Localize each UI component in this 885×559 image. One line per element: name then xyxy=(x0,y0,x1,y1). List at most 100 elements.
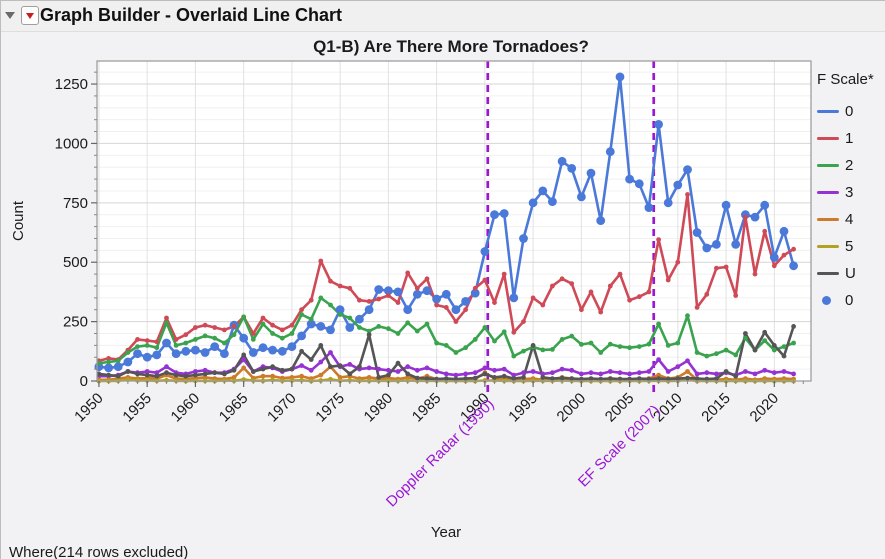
series-marker-U[interactable] xyxy=(636,376,642,381)
series-marker-U[interactable] xyxy=(414,375,420,381)
series-marker-0[interactable] xyxy=(451,305,461,315)
series-marker-3[interactable] xyxy=(241,357,247,362)
series-marker-U[interactable] xyxy=(559,375,565,381)
series-marker-1[interactable] xyxy=(328,278,333,284)
series-marker-1[interactable] xyxy=(694,305,700,310)
series-marker-U[interactable] xyxy=(357,364,362,370)
series-marker-U[interactable] xyxy=(501,373,507,379)
series-marker-0[interactable] xyxy=(528,198,538,208)
series-marker-2[interactable] xyxy=(443,343,449,348)
series-marker-3[interactable] xyxy=(299,363,304,368)
series-marker-0[interactable] xyxy=(364,305,374,315)
series-marker-2[interactable] xyxy=(733,352,739,358)
collapse-triangle-icon[interactable] xyxy=(5,12,15,19)
series-marker-3[interactable] xyxy=(530,369,536,374)
series-marker-0[interactable] xyxy=(605,147,615,157)
series-marker-3[interactable] xyxy=(685,358,690,364)
series-marker-2[interactable] xyxy=(299,312,304,317)
series-marker-U[interactable] xyxy=(125,369,131,374)
series-marker-U[interactable] xyxy=(627,376,632,382)
series-marker-1[interactable] xyxy=(270,322,275,328)
series-marker-4[interactable] xyxy=(366,375,372,380)
series-marker-0[interactable] xyxy=(133,349,142,359)
series-marker-U[interactable] xyxy=(656,376,661,381)
x-tick-label[interactable]: 1975 xyxy=(312,390,348,426)
series-marker-0[interactable] xyxy=(712,240,721,249)
series-marker-2[interactable] xyxy=(482,325,488,330)
series-marker-0[interactable] xyxy=(760,200,770,210)
series-marker-U[interactable] xyxy=(579,376,584,382)
series-marker-0[interactable] xyxy=(567,164,577,173)
series-marker-3[interactable] xyxy=(646,369,652,374)
series-marker-0[interactable] xyxy=(268,345,277,355)
series-marker-U[interactable] xyxy=(386,372,391,378)
series-marker-1[interactable] xyxy=(357,297,362,303)
series-marker-1[interactable] xyxy=(231,324,237,329)
series-marker-1[interactable] xyxy=(771,263,777,269)
series-marker-2[interactable] xyxy=(414,328,420,334)
y-tick-label[interactable]: 1000 xyxy=(55,135,88,152)
series-marker-0[interactable] xyxy=(104,363,113,373)
series-marker-0[interactable] xyxy=(548,197,557,207)
series-marker-U[interactable] xyxy=(791,324,796,329)
series-marker-2[interactable] xyxy=(694,350,700,355)
series-marker-0[interactable] xyxy=(412,289,422,299)
series-marker-0[interactable] xyxy=(577,192,586,202)
series-marker-3[interactable] xyxy=(501,366,507,372)
series-marker-1[interactable] xyxy=(173,337,179,342)
series-marker-2[interactable] xyxy=(125,350,131,355)
series-marker-0[interactable] xyxy=(509,293,519,303)
x-axis-title[interactable]: Year xyxy=(431,524,461,541)
series-marker-U[interactable] xyxy=(743,331,748,336)
series-marker-U[interactable] xyxy=(144,372,150,378)
x-tick-label[interactable]: 1965 xyxy=(216,390,252,426)
x-tick-label[interactable]: 1995 xyxy=(505,390,541,426)
series-marker-0[interactable] xyxy=(113,362,123,372)
x-tick-label[interactable]: 1960 xyxy=(168,390,204,426)
series-marker-0[interactable] xyxy=(152,350,162,360)
series-marker-U[interactable] xyxy=(752,347,758,353)
series-marker-3[interactable] xyxy=(714,371,719,377)
series-marker-1[interactable] xyxy=(511,329,517,335)
series-marker-0[interactable] xyxy=(441,289,451,299)
series-marker-U[interactable] xyxy=(714,376,719,381)
series-marker-2[interactable] xyxy=(115,358,121,364)
legend-item-0[interactable]: 0 xyxy=(817,98,885,125)
series-marker-0[interactable] xyxy=(384,286,393,296)
series-marker-1[interactable] xyxy=(607,283,613,289)
series-marker-U[interactable] xyxy=(308,357,314,362)
series-marker-U[interactable] xyxy=(106,372,111,378)
series-marker-2[interactable] xyxy=(386,326,391,332)
series-marker-U[interactable] xyxy=(685,375,690,381)
series-marker-U[interactable] xyxy=(347,371,353,377)
series-marker-U[interactable] xyxy=(521,375,526,380)
series-marker-2[interactable] xyxy=(521,348,526,354)
series-marker-1[interactable] xyxy=(289,322,295,328)
series-marker-1[interactable] xyxy=(569,281,575,286)
series-marker-2[interactable] xyxy=(791,340,796,346)
series-marker-3[interactable] xyxy=(607,369,613,374)
series-marker-2[interactable] xyxy=(231,332,237,338)
series-marker-1[interactable] xyxy=(781,252,787,258)
series-marker-U[interactable] xyxy=(173,372,179,378)
series-marker-3[interactable] xyxy=(328,350,333,355)
series-marker-0[interactable] xyxy=(499,209,509,218)
series-marker-0[interactable] xyxy=(683,165,692,175)
series-marker-1[interactable] xyxy=(636,294,642,300)
series-marker-3[interactable] xyxy=(771,370,777,376)
series-marker-1[interactable] xyxy=(598,309,604,315)
series-marker-1[interactable] xyxy=(395,300,401,305)
series-marker-3[interactable] xyxy=(569,367,575,373)
series-marker-U[interactable] xyxy=(376,375,382,380)
series-marker-2[interactable] xyxy=(106,359,111,365)
series-marker-4[interactable] xyxy=(656,372,661,378)
series-marker-U[interactable] xyxy=(164,370,169,376)
series-marker-3[interactable] xyxy=(781,369,787,374)
series-marker-3[interactable] xyxy=(434,369,439,374)
series-marker-0[interactable] xyxy=(326,325,335,335)
series-marker-1[interactable] xyxy=(617,271,623,277)
series-marker-2[interactable] xyxy=(559,337,565,342)
series-marker-3[interactable] xyxy=(579,371,584,377)
series-marker-2[interactable] xyxy=(434,340,439,346)
series-marker-2[interactable] xyxy=(540,347,546,353)
